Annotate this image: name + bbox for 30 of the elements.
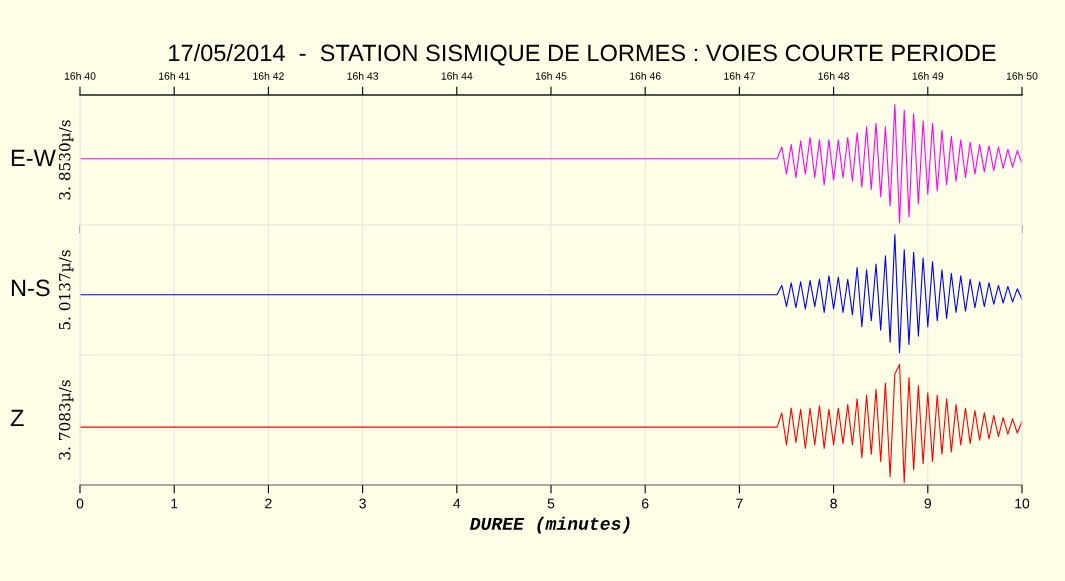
x-tick-label: 10 (1015, 498, 1030, 509)
x2-tick-label: 16h 45 (535, 72, 567, 80)
x2-tick-label: 16h 48 (818, 72, 850, 80)
x-axis-title: DUREE (minutes) (469, 516, 630, 534)
x-tick-label: 4 (453, 498, 461, 509)
x2-tick-label: 16h 41 (159, 72, 190, 80)
x2-tick-label: 16h 47 (724, 72, 755, 80)
x-tick-label: 9 (924, 498, 931, 509)
x-tick-label: 3 (359, 498, 366, 509)
x-tick-label: 8 (830, 498, 837, 509)
text: N-S (11, 279, 50, 297)
x2-tick-label: 16h 46 (630, 72, 661, 80)
x-tick-label: 2 (265, 498, 272, 509)
x2-tick-label: 16h 40 (64, 72, 96, 80)
x2-tick-label: 16h 49 (912, 72, 944, 80)
y-axis-title: 5. 0137µ/s (58, 250, 74, 330)
x-tick-label: 1 (171, 498, 178, 509)
text: E-W (11, 149, 56, 167)
x2-tick-label: 16h 44 (441, 72, 473, 80)
y-axis-title: 3. 8530µ/s (58, 120, 74, 200)
text: Z (10, 409, 24, 427)
x2-tick-label: 16h 42 (253, 72, 284, 80)
x-tick-label: 6 (642, 498, 649, 509)
x-tick-label: 7 (736, 498, 743, 509)
chart-title: 17/05/2014 - STATION SISMIQUE DE LORMES : VOIES COURTE PERIODE (169, 44, 996, 66)
y-axis-title: 3. 7083µ/s (58, 380, 74, 460)
x2-tick-label: 16h 50 (1006, 72, 1038, 80)
x-tick-label: 0 (76, 498, 84, 509)
x-tick-label: 5 (547, 498, 555, 509)
x2-tick-label: 16h 43 (347, 72, 379, 80)
